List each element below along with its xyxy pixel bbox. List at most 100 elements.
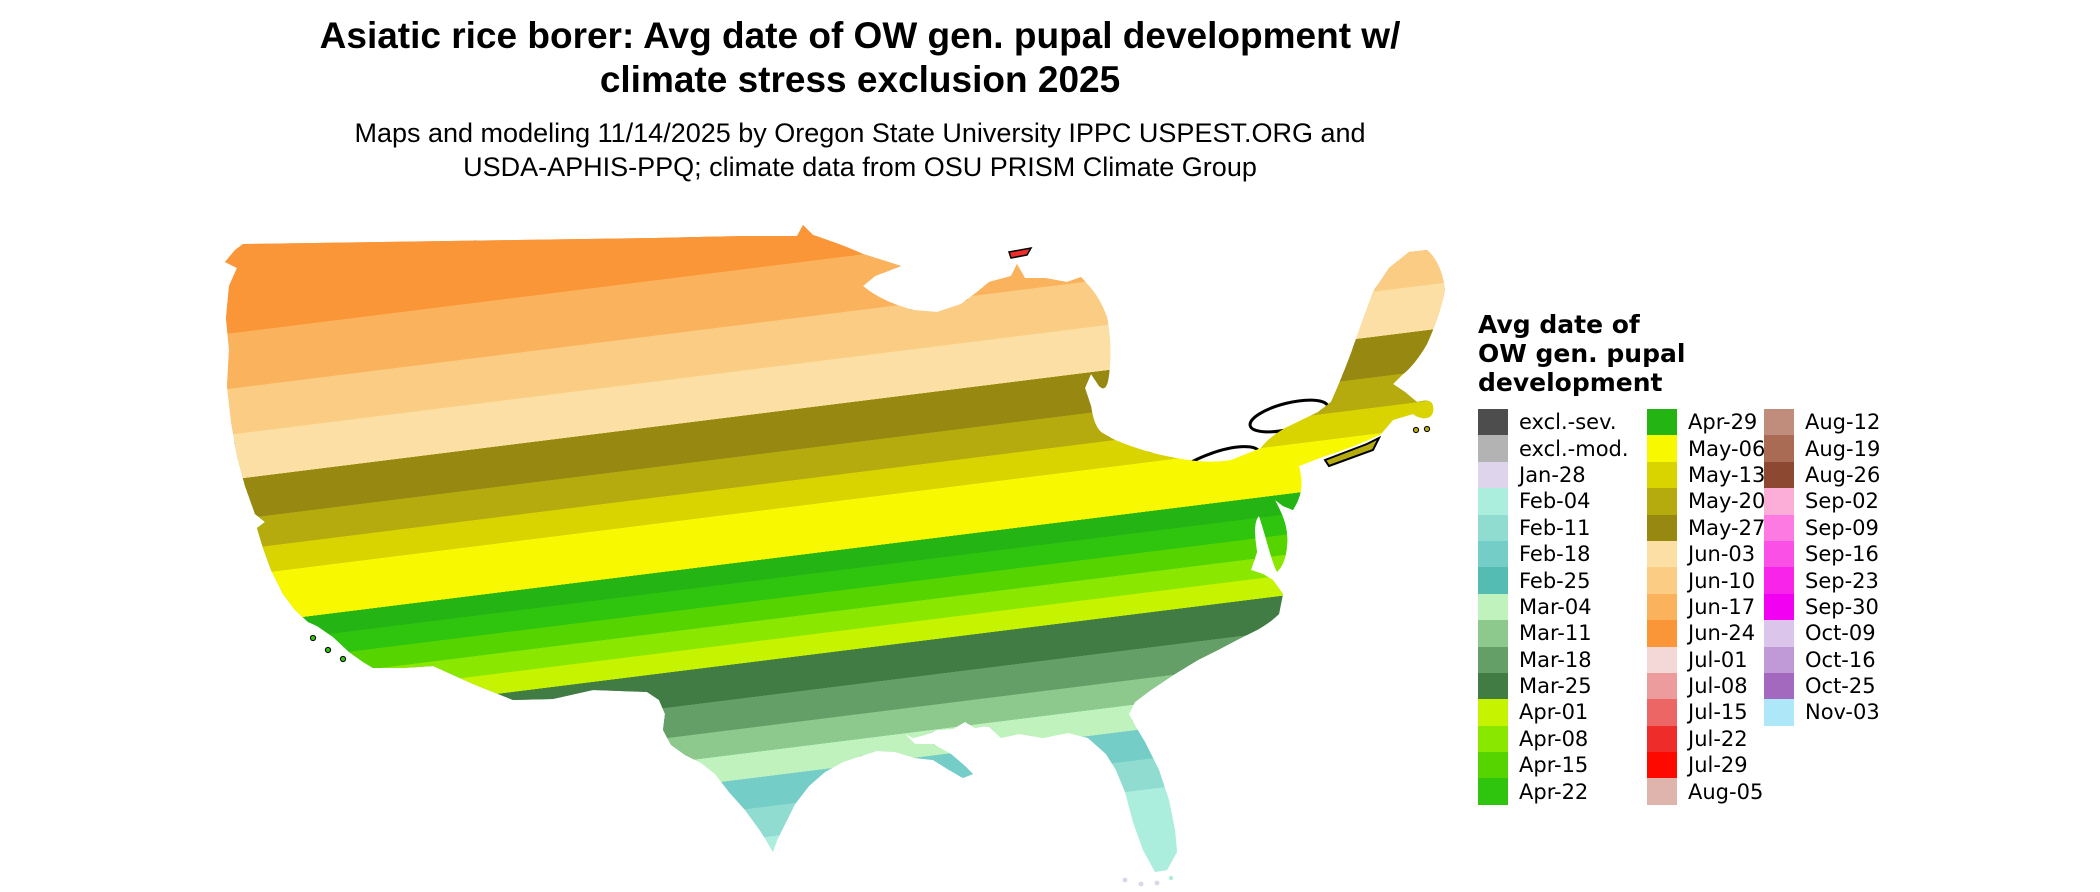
legend-swatch (1478, 672, 1508, 700)
legend-swatch (1478, 778, 1508, 805)
legend-entry-label: Aug-26 (1805, 462, 1881, 487)
legend-entry-label: Jun-24 (1688, 621, 1756, 646)
legend-entry-label: Sep-09 (1805, 515, 1879, 540)
legend-entry: Aug-12 (1764, 409, 1914, 436)
legend-entry: Sep-23 (1764, 567, 1914, 594)
legend-swatch (1764, 540, 1794, 568)
subtitle-line-2: USDA-APHIS-PPQ; climate data from OSU PR… (463, 152, 1257, 182)
legend-swatch (1647, 778, 1677, 805)
legend-swatch (1478, 752, 1508, 779)
legend-entry-label: Jul-08 (1688, 674, 1748, 699)
legend-swatch (1647, 620, 1677, 647)
legend-entry-label: Jul-29 (1688, 753, 1748, 778)
legend-entry: Jan-28 (1478, 461, 1647, 489)
legend-entry-label: Oct-09 (1805, 621, 1876, 646)
legend-entry-label: Oct-16 (1805, 647, 1876, 672)
legend-entry-label: Feb-25 (1519, 568, 1591, 593)
legend-swatch (1647, 646, 1677, 673)
isle-royale (1008, 246, 1033, 259)
legend-entry: Oct-16 (1764, 646, 1914, 673)
legend-entry: Mar-18 (1478, 646, 1647, 673)
legend-swatch (1647, 699, 1677, 726)
legend-entry: Oct-25 (1764, 672, 1914, 700)
legend-column-2: Apr-29 May-06 May-13 May-20 May-27 Jun-03 Jun-… (1647, 409, 1766, 805)
legend-entry-label: Aug-19 (1805, 436, 1881, 461)
florida-key-1 (1122, 877, 1128, 883)
legend-entry-label: Nov-03 (1805, 700, 1880, 725)
us-phenology-map (213, 222, 1453, 890)
legend-column-1: excl.-sev. excl.-mod. Jan-28 Feb-04 Feb-11 Fe… (1478, 409, 1647, 805)
channel-island-1 (309, 634, 317, 642)
legend-entry: Aug-05 (1647, 778, 1764, 805)
legend-entry: Jul-22 (1647, 725, 1764, 753)
legend-entry-label: Sep-16 (1805, 542, 1879, 567)
legend-entry-label: Aug-12 (1805, 410, 1881, 435)
legend-column-3: Aug-12 Aug-19 Aug-26 Sep-02 Sep-09 Sep-16 Sep-… (1764, 409, 1914, 805)
legend-entry: Mar-11 (1478, 620, 1647, 647)
legend-swatch (1478, 593, 1508, 621)
legend-title: Avg date of OW gen. pupal development (1478, 310, 1948, 397)
legend-swatch (1478, 699, 1508, 726)
legend-entry-label: Mar-25 (1519, 674, 1592, 699)
legend-entry: Jun-17 (1647, 593, 1764, 621)
legend-entry-label: May-13 (1688, 462, 1766, 487)
legend-swatch (1478, 514, 1508, 541)
legend-entry-label: Feb-18 (1519, 542, 1591, 567)
legend-entry: May-13 (1647, 461, 1766, 489)
florida-key-2 (1138, 881, 1144, 887)
legend-entry-label: Apr-22 (1519, 779, 1589, 804)
legend-columns: excl.-sev. excl.-mod. Jan-28 Feb-04 Feb-11 Fe… (1478, 409, 1948, 805)
nantucket (1423, 425, 1431, 433)
legend-swatch (1647, 409, 1677, 436)
legend-swatch (1764, 699, 1794, 726)
legend-swatch (1764, 593, 1794, 621)
legend-swatch (1764, 409, 1794, 436)
legend-swatch (1478, 620, 1508, 647)
legend-swatch (1647, 725, 1677, 753)
legend-entry: Jul-29 (1647, 752, 1764, 779)
long-island (1323, 435, 1382, 468)
legend-entry-label: Jul-01 (1688, 647, 1748, 672)
region-up-pink-1 (898, 273, 928, 287)
legend-entry-label: Apr-29 (1688, 410, 1758, 435)
legend-swatch (1764, 514, 1794, 541)
legend-entry-label: Jul-15 (1688, 700, 1748, 725)
legend-swatch (1647, 461, 1677, 489)
legend-entry: Jul-01 (1647, 646, 1764, 673)
legend-swatch (1478, 725, 1508, 753)
legend-swatch (1764, 461, 1794, 489)
legend-entry-label: May-20 (1688, 489, 1766, 514)
legend-swatch (1647, 752, 1677, 779)
florida-key-4 (1168, 875, 1174, 881)
legend-swatch (1478, 646, 1508, 673)
page-title: Asiatic rice borer: Avg date of OW gen. … (319, 15, 1401, 100)
legend-swatch (1647, 435, 1677, 462)
legend-swatch (1647, 567, 1677, 594)
legend-swatch (1478, 488, 1508, 515)
channel-island-3 (339, 655, 347, 663)
legend-entry-label: Apr-08 (1519, 726, 1589, 751)
legend-entry: Jun-24 (1647, 620, 1764, 647)
legend-entry-label: Jun-17 (1688, 594, 1756, 619)
legend-entry: Feb-04 (1478, 488, 1647, 515)
legend-entry-label: Aug-05 (1688, 779, 1764, 804)
marthas-vineyard (1412, 426, 1420, 434)
legend-swatch (1478, 540, 1508, 568)
legend-swatch (1764, 435, 1794, 462)
legend-entry: Mar-04 (1478, 593, 1647, 621)
subtitle-line-1: Maps and modeling 11/14/2025 by Oregon S… (354, 118, 1366, 148)
legend-entry-label: Jun-03 (1688, 542, 1756, 567)
legend-entry: Aug-19 (1764, 435, 1914, 462)
legend-entry: Apr-29 (1647, 409, 1764, 436)
legend-swatch (1647, 488, 1677, 515)
legend-entry: excl.-mod. (1478, 435, 1647, 462)
legend-entry: Apr-22 (1478, 778, 1647, 805)
legend-entry: Apr-01 (1478, 699, 1647, 726)
legend-entry: Feb-18 (1478, 540, 1647, 568)
legend-swatch (1764, 488, 1794, 515)
legend-entry: May-27 (1647, 514, 1765, 541)
legend-entry: Sep-16 (1764, 540, 1914, 568)
legend-swatch (1764, 646, 1794, 673)
legend-entry-label: excl.-mod. (1519, 436, 1629, 461)
